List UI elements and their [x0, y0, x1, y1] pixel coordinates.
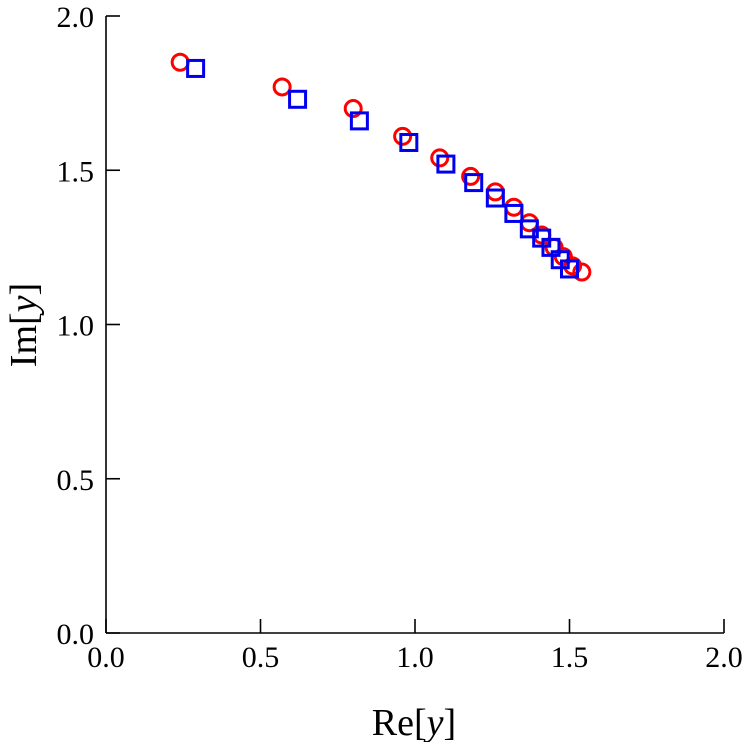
x-tick-label: 1.5 [551, 641, 589, 674]
square-marker [186, 58, 206, 78]
y-tick-label: 0.5 [57, 464, 95, 497]
x-tick-label: 0.0 [87, 641, 125, 674]
circle-marker [430, 148, 450, 168]
axes [105, 16, 724, 634]
circle-marker [461, 166, 481, 186]
x-tick-label: 1.0 [396, 641, 434, 674]
circle-marker [272, 77, 292, 97]
circle-marker [572, 262, 592, 282]
circle-marker [393, 126, 413, 146]
data-markers [170, 52, 592, 282]
ticks [105, 15, 725, 634]
circle-marker [519, 213, 539, 233]
x-tick-label: 2.0 [705, 641, 743, 674]
circle-marker [343, 99, 363, 119]
y-tick-label: 1.5 [57, 155, 95, 188]
circle-marker [504, 197, 524, 217]
tick-labels: 0.0 0.5 1.0 1.5 2.0 0.0 0.5 1.0 1.5 2.0 [57, 1, 743, 674]
square-marker [399, 132, 419, 152]
y-axis-title: Im[y] [3, 283, 45, 367]
x-tick-label: 0.5 [242, 641, 280, 674]
circle-marker [170, 52, 190, 72]
circle-marker [485, 182, 505, 202]
square-marker [464, 173, 484, 193]
y-tick-label: 0.0 [57, 618, 95, 651]
x-axis-title: Re[y] [372, 702, 456, 742]
y-tick-label: 2.0 [57, 1, 95, 34]
square-marker [288, 89, 308, 109]
square-marker [436, 154, 456, 174]
square-marker [485, 188, 505, 208]
y-tick-label: 1.0 [57, 310, 95, 343]
square-marker [560, 259, 579, 279]
square-marker [349, 111, 369, 131]
square-marker [504, 203, 524, 223]
